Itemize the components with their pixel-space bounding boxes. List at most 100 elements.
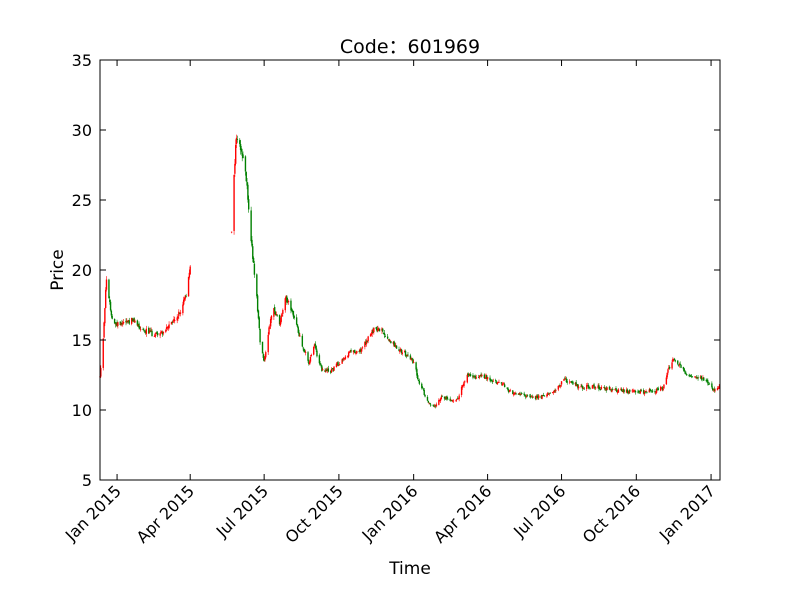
candle-body [399,350,401,352]
candle-body [314,343,317,346]
candle-body [285,296,287,300]
candle-body [534,396,537,400]
candle-body [577,384,579,388]
candle-body [535,395,538,399]
candle-body [172,321,174,323]
candle-body [438,400,441,402]
candle-body [464,381,466,383]
candle-body [456,398,459,400]
candle-body [458,395,460,400]
candle-body [435,404,438,407]
candle-body [712,389,715,391]
candle-body [138,323,140,328]
candle-body [298,332,300,337]
candle-body [378,328,381,332]
candle-body [412,362,415,364]
candle-body [313,344,316,347]
candle-body [683,368,685,372]
candle-body [608,386,611,390]
candle-body [161,331,163,333]
candle-body [392,341,395,344]
y-tick-label: 15 [72,331,92,350]
candle-body [672,358,674,362]
candle-body [524,394,526,396]
candles-group [99,134,720,409]
candle-body [660,387,663,389]
candle-body [486,375,488,380]
candle-body [620,389,622,391]
candle-body [565,378,568,383]
candle-body [711,383,713,388]
candle-body [167,327,169,329]
candle-body [467,373,469,375]
candle-body [589,388,591,389]
candle-body [366,340,369,342]
candle-body [347,355,349,358]
candle-body [480,374,482,377]
candle-body [679,363,681,365]
candle-body [274,311,277,316]
candle-body [543,395,546,397]
candle-body [526,395,529,396]
candle-body [622,388,625,393]
candle-body [342,358,344,360]
candle-body [370,333,373,336]
candle-body [386,336,389,339]
candle-body [491,380,494,383]
candle-body [269,327,271,329]
candle-body [633,390,636,392]
candle-body [508,390,511,392]
candle-body [168,324,170,328]
candle-body [145,328,148,334]
x-tick-label: Apr 2015 [133,481,198,546]
candle-body [344,356,347,359]
x-tick-label: Jul 2015 [212,481,272,541]
candle-body [581,386,584,389]
candle-body [143,329,145,331]
candle-body [649,388,651,392]
candle-body [473,376,476,378]
candle-body [378,327,380,329]
candle-body [508,389,510,393]
candle-body [279,321,282,326]
candle-body [252,257,255,263]
candle-body [548,393,551,395]
candle-body [108,279,110,299]
candle-body [100,368,102,377]
candle-body [611,389,613,392]
candle-body [503,383,505,385]
candle-body [148,330,151,333]
candle-body [261,341,264,354]
candle-body [165,327,168,330]
candle-body [671,362,673,369]
candle-body [714,389,716,391]
candle-body [551,392,554,393]
candle-body [170,321,173,325]
candle-body [332,370,334,372]
candle-body [701,378,703,380]
candle-body [691,376,694,378]
candle-body [426,396,429,401]
candle-body [447,398,449,400]
candle-body [153,336,156,337]
candle-body [541,395,543,399]
candle-body [301,335,304,347]
candle-body [126,321,129,323]
candle-body [155,333,157,335]
candle-body [189,266,191,275]
x-tick-label: Oct 2016 [579,481,644,546]
candle-body [599,389,602,390]
candle-body [441,396,443,398]
candle-body [696,377,698,379]
candle-body [308,361,311,365]
candle-body [661,387,664,390]
candle-body [525,396,527,398]
candle-body [183,297,186,301]
candle-body [694,376,696,378]
candle-body [105,279,108,290]
candle-body [303,349,305,352]
candle-body [604,388,607,390]
candle-body [245,172,247,182]
candle-body [495,381,498,384]
candle-body [287,301,289,303]
